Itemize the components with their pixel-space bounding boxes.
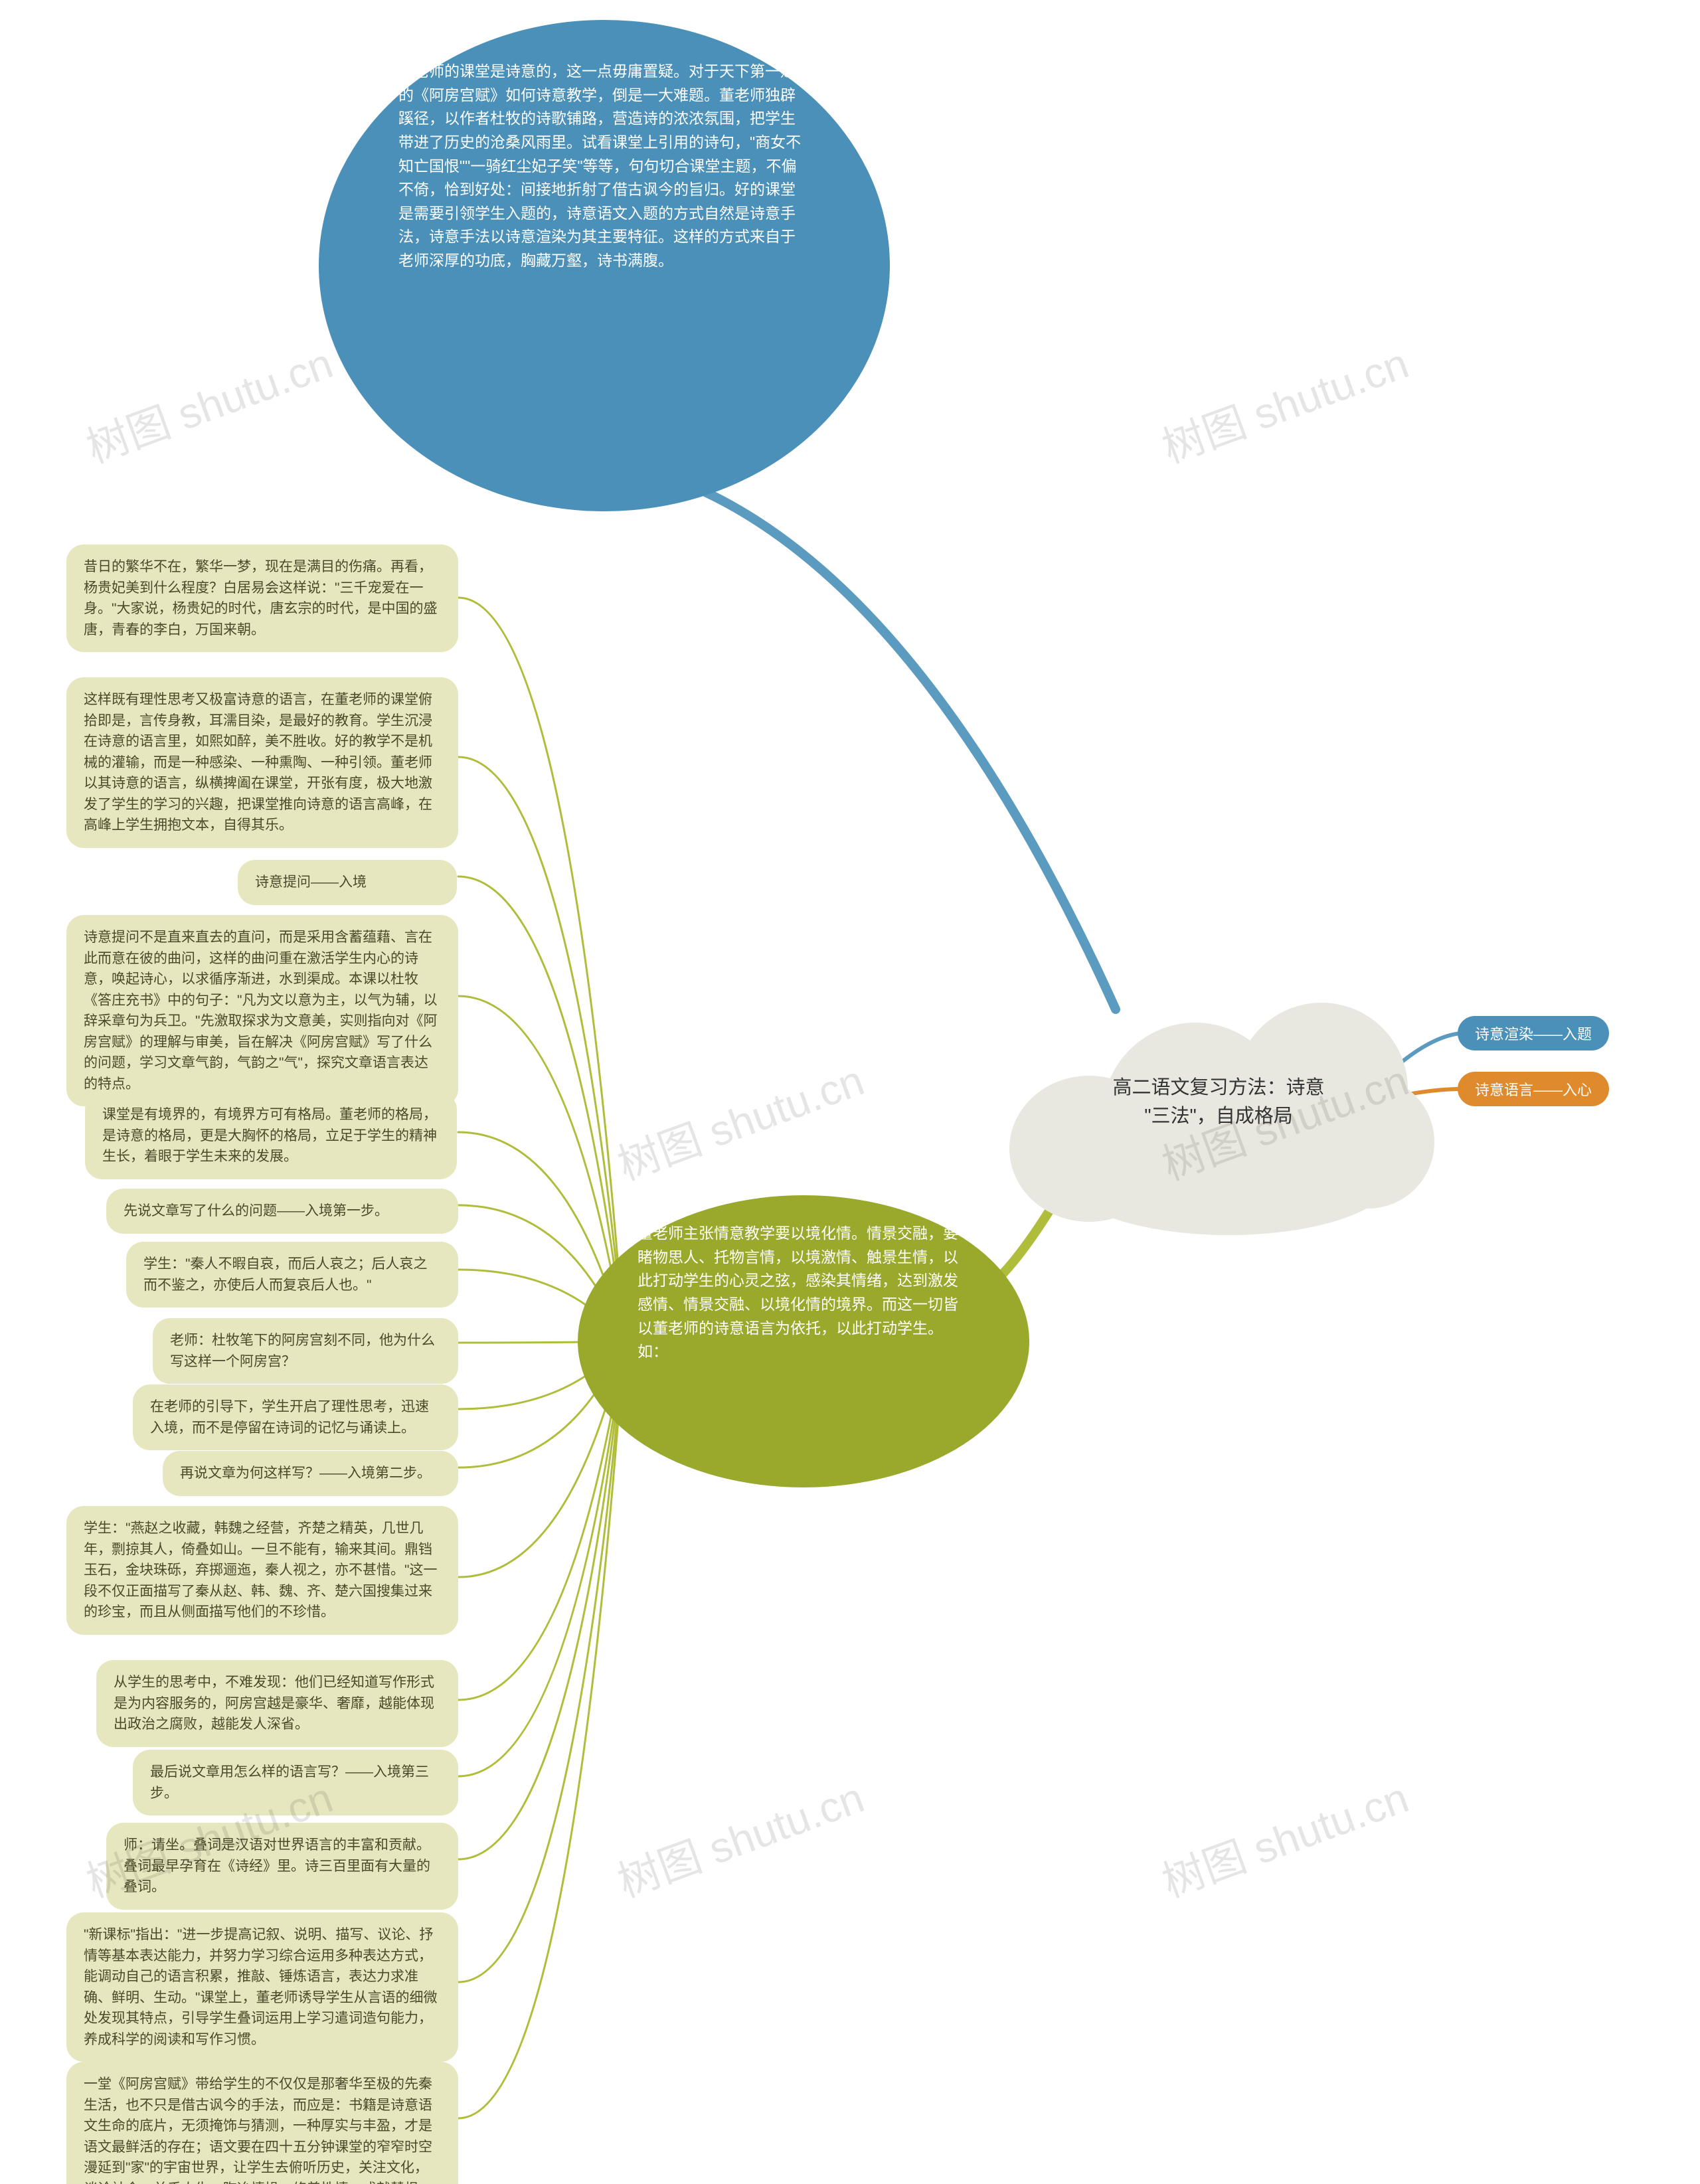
branch-poetic-rendering[interactable]: 诗意渲染——入题	[1458, 1016, 1609, 1050]
leaf-text: 昔日的繁华不在，繁华一梦，现在是满目的伤痛。再看，杨贵妃美到什么程度？白居易会这…	[84, 559, 437, 637]
node-poetic-language-intro[interactable]: 董老师主张情意教学要以境化情。情景交融，要睹物思人、托物言情，以境激情、触景生情…	[578, 1195, 1029, 1487]
leaf-node[interactable]: 课堂是有境界的，有境界方可有格局。董老师的格局，是诗意的格局，更是大胸怀的格局，…	[85, 1092, 457, 1179]
cloud-shape	[1062, 1116, 1395, 1235]
watermark: 树图 shutu.cn	[1153, 1764, 1416, 1909]
leaf-text: "新课标"指出："进一步提高记叙、说明、描写、议论、抒情等基本表达能力，并努力学…	[84, 1927, 437, 2047]
leaf-text: 师：请坐。叠词是汉语对世界语言的丰富和贡献。叠词最早孕育在《诗经》里。诗三百里面…	[124, 1837, 430, 1894]
leaf-node[interactable]: "新课标"指出："进一步提高记叙、说明、描写、议论、抒情等基本表达能力，并努力学…	[66, 1912, 458, 2062]
watermark: 树图 shutu.cn	[77, 329, 340, 475]
node-poetic-rendering-intro[interactable]: 董老师的课堂是诗意的，这一点毋庸置疑。对于天下第一赋的《阿房宫赋》如何诗意教学，…	[319, 20, 890, 511]
leaf-text: 一堂《阿房宫赋》带给学生的不仅仅是那奢华至极的先秦生活，也不只是借古讽今的手法，…	[84, 2076, 432, 2184]
leaf-text: 老师：杜牧笔下的阿房宫刻不同，他为什么写这样一个阿房宫？	[170, 1333, 435, 1369]
leaf-node[interactable]: 昔日的繁华不在，繁华一梦，现在是满目的伤痛。再看，杨贵妃美到什么程度？白居易会这…	[66, 545, 458, 652]
leaf-text: 诗意提问——入境	[255, 875, 367, 890]
leaf-node[interactable]: 一堂《阿房宫赋》带给学生的不仅仅是那奢华至极的先秦生活，也不只是借古讽今的手法，…	[66, 2062, 458, 2184]
root-node[interactable]: 高二语文复习方法：诗意"三法"，自成格局	[1023, 983, 1414, 1222]
watermark: 树图 shutu.cn	[608, 1764, 871, 1909]
leaf-node[interactable]: 先说文章写了什么的问题——入境第一步。	[106, 1189, 458, 1234]
top-blob-text: 董老师的课堂是诗意的，这一点毋庸置疑。对于天下第一赋的《阿房宫赋》如何诗意教学，…	[398, 62, 801, 269]
leaf-text: 学生："秦人不暇自哀，而后人哀之；后人哀之而不鉴之，亦使后人而复哀后人也。"	[143, 1256, 427, 1293]
leaf-text: 这样既有理性思考又极富诗意的语言，在董老师的课堂俯拾即是，言传身教，耳濡目染，是…	[84, 692, 432, 833]
watermark: 树图 shutu.cn	[608, 1047, 871, 1192]
leaf-node[interactable]: 从学生的思考中，不难发现：他们已经知道写作形式是为内容服务的，阿房宫越是豪华、奢…	[96, 1660, 458, 1747]
pill-label: 诗意渲染——入题	[1475, 1026, 1592, 1043]
leaf-text: 再说文章为何这样写？——入境第二步。	[180, 1466, 431, 1481]
pill-label: 诗意语言——入心	[1475, 1082, 1592, 1098]
green-blob-text: 董老师主张情意教学要以境化情。情景交融，要睹物思人、托物言情，以境激情、触景生情…	[638, 1224, 958, 1360]
leaf-node[interactable]: 诗意提问——入境	[238, 860, 457, 905]
leaf-node[interactable]: 在老师的引导下，学生开启了理性思考，迅速入境，而不是停留在诗词的记忆与诵读上。	[133, 1385, 458, 1450]
leaf-node[interactable]: 学生："燕赵之收藏，韩魏之经营，齐楚之精英，几世几年，剽掠其人，倚叠如山。一旦不…	[66, 1506, 458, 1635]
leaf-node[interactable]: 师：请坐。叠词是汉语对世界语言的丰富和贡献。叠词最早孕育在《诗经》里。诗三百里面…	[106, 1823, 458, 1910]
leaf-node[interactable]: 再说文章为何这样写？——入境第二步。	[163, 1451, 458, 1496]
leaf-node[interactable]: 这样既有理性思考又极富诗意的语言，在董老师的课堂俯拾即是，言传身教，耳濡目染，是…	[66, 677, 458, 848]
leaf-node[interactable]: 最后说文章用怎么样的语言写？——入境第三步。	[133, 1750, 458, 1815]
leaf-node[interactable]: 老师：杜牧笔下的阿房宫刻不同，他为什么写这样一个阿房宫？	[153, 1318, 458, 1384]
leaf-text: 从学生的思考中，不难发现：他们已经知道写作形式是为内容服务的，阿房宫越是豪华、奢…	[114, 1675, 434, 1732]
leaf-text: 先说文章写了什么的问题——入境第一步。	[124, 1203, 388, 1218]
leaf-text: 课堂是有境界的，有境界方可有格局。董老师的格局，是诗意的格局，更是大胸怀的格局，…	[102, 1107, 437, 1164]
leaf-text: 学生："燕赵之收藏，韩魏之经营，齐楚之精英，几世几年，剽掠其人，倚叠如山。一旦不…	[84, 1521, 437, 1620]
leaf-node[interactable]: 诗意提问不是直来直去的直问，而是采用含蓄蕴藉、言在此而意在彼的曲问，这样的曲问重…	[66, 915, 458, 1106]
leaf-node[interactable]: 学生："秦人不暇自哀，而后人哀之；后人哀之而不鉴之，亦使后人而复哀后人也。"	[126, 1242, 458, 1307]
branch-poetic-language[interactable]: 诗意语言——入心	[1458, 1072, 1609, 1106]
leaf-text: 在老师的引导下，学生开启了理性思考，迅速入境，而不是停留在诗词的记忆与诵读上。	[150, 1399, 429, 1436]
leaf-text: 诗意提问不是直来直去的直问，而是采用含蓄蕴藉、言在此而意在彼的曲问，这样的曲问重…	[84, 930, 437, 1092]
leaf-text: 最后说文章用怎么样的语言写？——入境第三步。	[150, 1764, 429, 1801]
root-title: 高二语文复习方法：诗意"三法"，自成格局	[1112, 1074, 1324, 1132]
watermark: 树图 shutu.cn	[1153, 329, 1416, 475]
